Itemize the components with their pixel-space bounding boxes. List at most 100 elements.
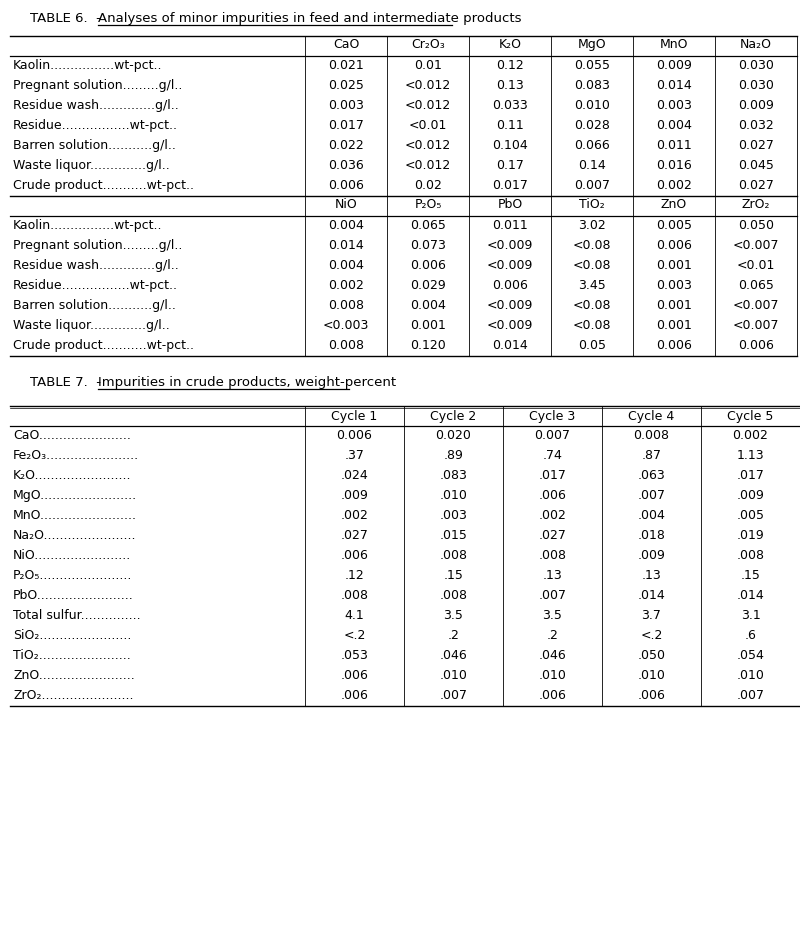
Text: 3.02: 3.02 <box>578 219 606 232</box>
Text: MnO........................: MnO........................ <box>13 509 137 522</box>
Text: <0.01: <0.01 <box>409 119 447 132</box>
Text: <0.08: <0.08 <box>573 299 611 312</box>
Text: 0.021: 0.021 <box>328 59 364 72</box>
Text: .002: .002 <box>538 509 566 522</box>
Text: <0.01: <0.01 <box>737 259 775 272</box>
Text: <0.08: <0.08 <box>573 259 611 272</box>
Text: Kaolin................wt-pct..: Kaolin................wt-pct.. <box>13 219 162 232</box>
Text: 0.001: 0.001 <box>410 319 446 332</box>
Text: NiO........................: NiO........................ <box>13 549 131 562</box>
Text: 0.004: 0.004 <box>328 259 364 272</box>
Text: .017: .017 <box>737 469 765 482</box>
Text: Total sulfur...............: Total sulfur............... <box>13 609 141 622</box>
Text: Analyses of minor impurities in feed and intermediate products: Analyses of minor impurities in feed and… <box>98 12 522 25</box>
Text: .12: .12 <box>345 569 364 582</box>
Text: 0.008: 0.008 <box>328 339 364 352</box>
Text: .006: .006 <box>341 689 369 702</box>
Text: Barren solution...........g/l..: Barren solution...........g/l.. <box>13 299 176 312</box>
Text: .054: .054 <box>737 649 765 662</box>
Text: 0.009: 0.009 <box>738 99 774 112</box>
Text: 0.05: 0.05 <box>578 339 606 352</box>
Text: .010: .010 <box>439 669 467 682</box>
Text: Residue wash..............g/l..: Residue wash..............g/l.. <box>13 99 178 112</box>
Text: 0.030: 0.030 <box>738 59 774 72</box>
Text: Impurities in crude products, weight-percent: Impurities in crude products, weight-per… <box>98 376 397 389</box>
Text: <0.012: <0.012 <box>405 99 451 112</box>
Text: 0.007: 0.007 <box>574 179 610 192</box>
Text: Kaolin................wt-pct..: Kaolin................wt-pct.. <box>13 59 162 72</box>
Text: .083: .083 <box>439 469 467 482</box>
Text: .014: .014 <box>638 589 666 602</box>
Text: <0.08: <0.08 <box>573 319 611 332</box>
Text: .37: .37 <box>345 449 365 462</box>
Text: .002: .002 <box>341 509 369 522</box>
Text: .13: .13 <box>542 569 562 582</box>
Text: Cycle 1: Cycle 1 <box>331 410 378 423</box>
Text: 0.020: 0.020 <box>435 429 471 442</box>
Text: .006: .006 <box>638 689 666 702</box>
Text: 3.5: 3.5 <box>542 609 562 622</box>
Text: .007: .007 <box>439 689 467 702</box>
Text: SiO₂.......................: SiO₂....................... <box>13 629 131 642</box>
Text: 0.02: 0.02 <box>414 179 442 192</box>
Text: 0.027: 0.027 <box>738 179 774 192</box>
Text: NiO: NiO <box>334 198 358 211</box>
Text: Pregnant solution.........g/l..: Pregnant solution.........g/l.. <box>13 79 182 92</box>
Text: <0.007: <0.007 <box>733 299 779 312</box>
Text: .019: .019 <box>737 529 764 542</box>
Text: TiO₂.......................: TiO₂....................... <box>13 649 130 662</box>
Text: 0.14: 0.14 <box>578 159 606 172</box>
Text: 0.008: 0.008 <box>328 299 364 312</box>
Text: K₂O: K₂O <box>498 38 522 51</box>
Text: 0.002: 0.002 <box>656 179 692 192</box>
Text: 0.005: 0.005 <box>656 219 692 232</box>
Text: 0.008: 0.008 <box>634 429 670 442</box>
Text: Waste liquor..............g/l..: Waste liquor..............g/l.. <box>13 319 170 332</box>
Text: .015: .015 <box>439 529 467 542</box>
Text: 0.030: 0.030 <box>738 79 774 92</box>
Text: ZnO: ZnO <box>661 198 687 211</box>
Text: 0.006: 0.006 <box>337 429 373 442</box>
Text: .008: .008 <box>439 589 467 602</box>
Text: <0.012: <0.012 <box>405 159 451 172</box>
Text: 0.01: 0.01 <box>414 59 442 72</box>
Text: 0.12: 0.12 <box>496 59 524 72</box>
Text: .003: .003 <box>439 509 467 522</box>
Text: 0.014: 0.014 <box>656 79 692 92</box>
Text: 0.13: 0.13 <box>496 79 524 92</box>
Text: MgO........................: MgO........................ <box>13 489 137 502</box>
Text: CaO: CaO <box>333 38 359 51</box>
Text: 0.032: 0.032 <box>738 119 774 132</box>
Text: Na₂O: Na₂O <box>740 38 772 51</box>
Text: <.2: <.2 <box>640 629 662 642</box>
Text: PbO........................: PbO........................ <box>13 589 134 602</box>
Text: Na₂O.......................: Na₂O....................... <box>13 529 137 542</box>
Text: 0.004: 0.004 <box>656 119 692 132</box>
Text: .018: .018 <box>638 529 666 542</box>
Text: 0.050: 0.050 <box>738 219 774 232</box>
Text: 0.033: 0.033 <box>492 99 528 112</box>
Text: PbO: PbO <box>498 198 522 211</box>
Text: 0.009: 0.009 <box>656 59 692 72</box>
Text: .009: .009 <box>737 489 765 502</box>
Text: Residue wash..............g/l..: Residue wash..............g/l.. <box>13 259 178 272</box>
Text: TABLE 6.  -: TABLE 6. - <box>30 12 105 25</box>
Text: .007: .007 <box>638 489 666 502</box>
Text: .008: .008 <box>737 549 765 562</box>
Text: .010: .010 <box>638 669 666 682</box>
Text: 0.104: 0.104 <box>492 139 528 152</box>
Text: 0.014: 0.014 <box>492 339 528 352</box>
Text: MnO: MnO <box>660 38 688 51</box>
Text: ZrO₂: ZrO₂ <box>742 198 770 211</box>
Text: 0.073: 0.073 <box>410 239 446 252</box>
Text: P₂O₅: P₂O₅ <box>414 198 442 211</box>
Text: 3.5: 3.5 <box>443 609 463 622</box>
Text: 0.010: 0.010 <box>574 99 610 112</box>
Text: ZrO₂.......................: ZrO₂....................... <box>13 689 134 702</box>
Text: 0.055: 0.055 <box>574 59 610 72</box>
Text: 0.017: 0.017 <box>492 179 528 192</box>
Text: P₂O₅.......................: P₂O₅....................... <box>13 569 132 582</box>
Text: <0.007: <0.007 <box>733 319 779 332</box>
Text: 0.003: 0.003 <box>328 99 364 112</box>
Text: 0.002: 0.002 <box>733 429 769 442</box>
